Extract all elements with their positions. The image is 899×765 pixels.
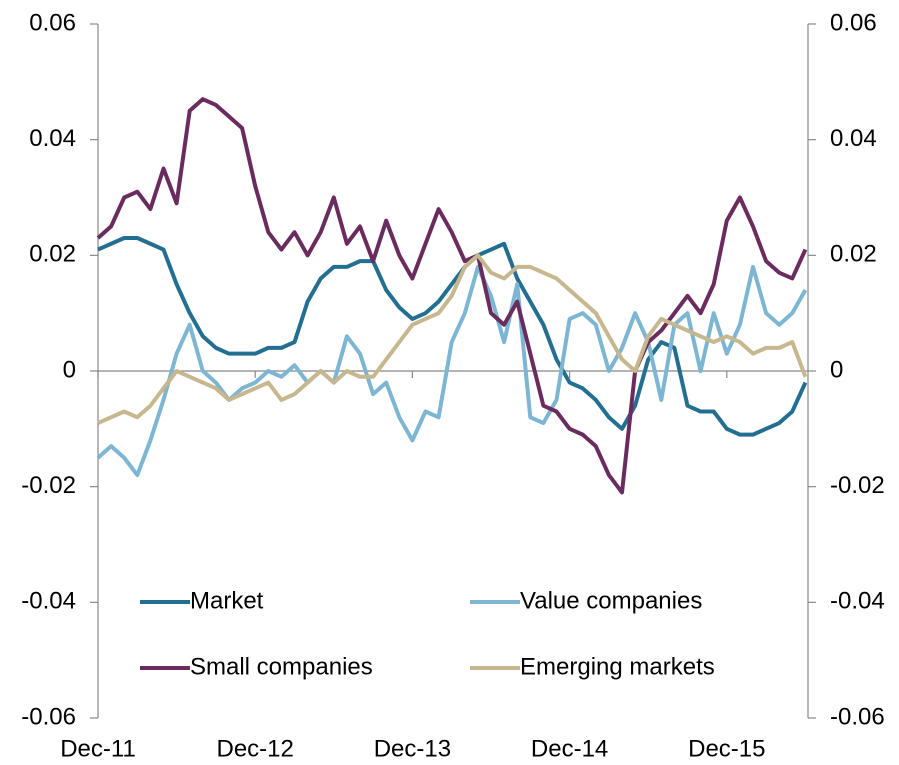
x-tick-label: Dec-15 xyxy=(688,735,765,762)
y2-tick-label: -0.06 xyxy=(830,703,885,730)
legend-label: Value companies xyxy=(520,587,702,614)
y2-tick-label: 0.04 xyxy=(830,125,877,152)
y-tick-label: 0.04 xyxy=(29,125,76,152)
x-tick-label: Dec-13 xyxy=(374,735,451,762)
series-line xyxy=(97,253,808,425)
legend-label: Market xyxy=(190,587,264,614)
y-tick-label: 0.06 xyxy=(29,9,76,36)
y2-tick-label: -0.04 xyxy=(830,588,885,615)
y-tick-label: -0.06 xyxy=(21,703,76,730)
y-tick-label: -0.02 xyxy=(21,472,76,499)
series-line xyxy=(96,97,808,495)
series-line xyxy=(96,264,808,478)
y2-tick-label: 0.06 xyxy=(830,9,877,36)
y-tick-label: 0 xyxy=(63,356,76,383)
series-line xyxy=(97,235,808,437)
x-tick-label: Dec-11 xyxy=(60,735,136,762)
y2-tick-label: 0 xyxy=(830,356,843,383)
legend-label: Emerging markets xyxy=(520,653,715,680)
x-tick-label: Dec-12 xyxy=(217,735,294,762)
y-tick-label: 0.02 xyxy=(29,241,76,268)
y2-tick-label: 0.02 xyxy=(830,241,877,268)
y2-tick-label: -0.02 xyxy=(830,472,885,499)
y-tick-label: -0.04 xyxy=(21,588,76,615)
x-tick-label: Dec-14 xyxy=(531,735,608,762)
legend-label: Small companies xyxy=(190,653,373,680)
